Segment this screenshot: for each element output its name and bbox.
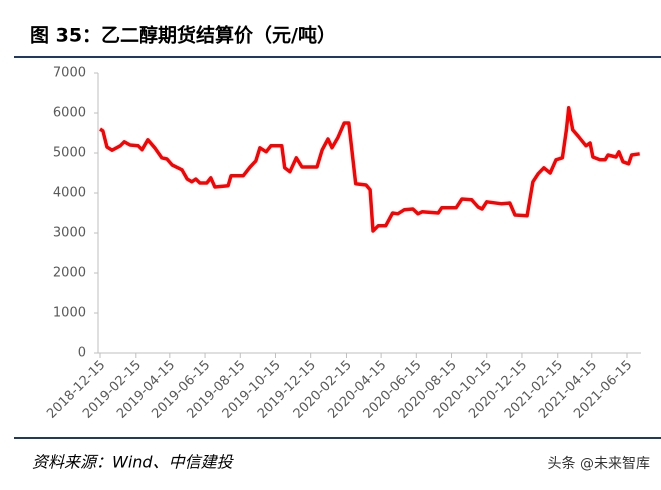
y-tick-label: 4000	[53, 186, 86, 201]
y-tick-label: 3000	[53, 226, 86, 241]
source-note: 资料来源：Wind、中信建投	[32, 453, 235, 472]
y-tick-label: 2000	[53, 266, 86, 281]
y-tick-label: 6000	[53, 106, 86, 121]
y-tick-label: 7000	[53, 66, 86, 81]
plot-area: 010002000300040005000600070002018-12-152…	[44, 66, 641, 422]
y-tick-label: 1000	[53, 306, 86, 321]
watermark: 头条 @未来智库	[548, 455, 650, 472]
price-line	[99, 106, 640, 233]
y-tick-label: 5000	[53, 146, 86, 161]
chart-title: 图 35：乙二醇期货结算价（元/吨）	[30, 24, 336, 47]
y-tick-label: 0	[78, 346, 86, 361]
